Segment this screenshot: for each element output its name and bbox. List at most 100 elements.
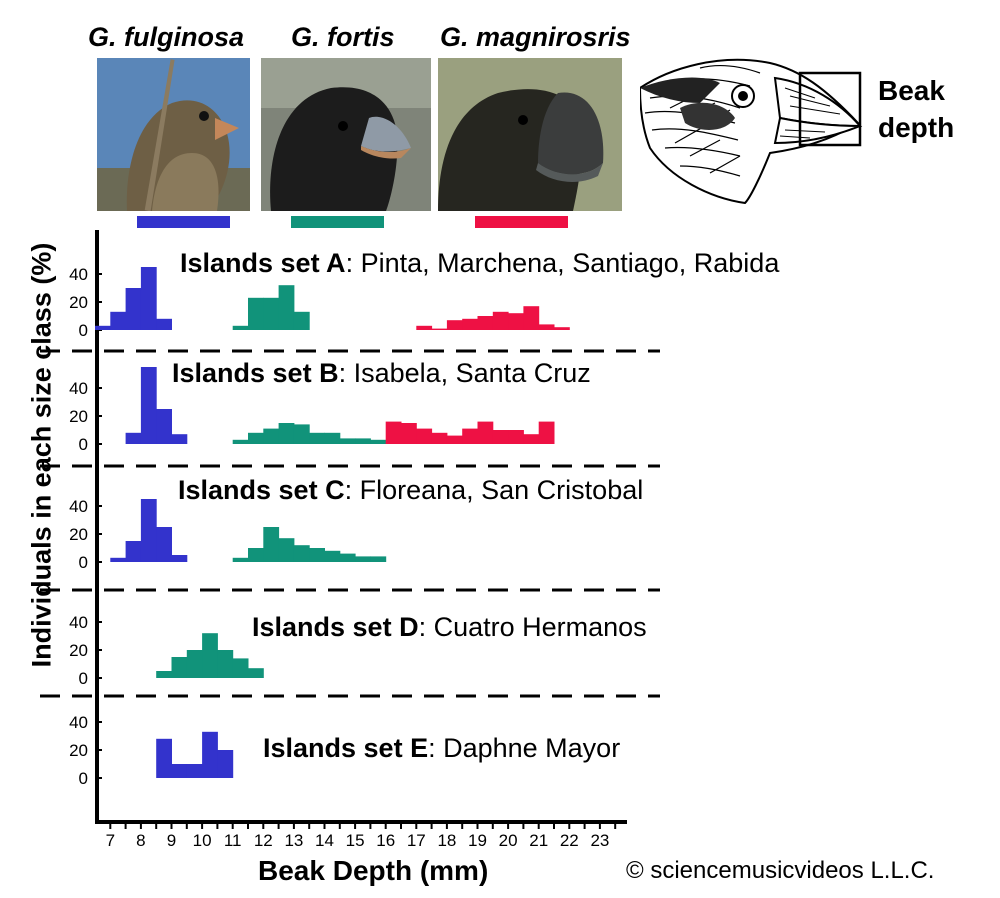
x-tick-label: 15 [346,831,365,850]
panel-title-c: Islands set C: Floreana, San Cristobal [178,475,644,505]
y-tick-label: 20 [69,293,88,312]
histogram-bar [278,423,295,444]
finch-photo-magnirosris [438,58,622,211]
histogram-bar [186,764,203,778]
x-tick-label: 22 [560,831,579,850]
x-tick-label: 9 [167,831,176,850]
histogram-bar [324,432,341,444]
histogram-bar [95,325,111,330]
y-tick-label: 0 [79,669,88,688]
histogram-bar [140,367,157,444]
x-tick-label: 13 [284,831,303,850]
histogram-bar [263,527,280,562]
panel-islands-c: Floreana, San Cristobal [359,475,644,505]
finch-photo-fulginosa [97,58,250,211]
histogram-bar [248,432,264,444]
species-name-fortis: G. fortis [291,22,395,52]
histogram-bar [156,671,172,678]
copyright-notice: © sciencemusicvideos L.L.C. [626,857,935,884]
y-axis-title-text: Individuals in each size class (%) [26,242,57,668]
x-tick-label: 18 [437,831,456,850]
histogram-bar [462,318,478,330]
y-tick-label: 0 [79,553,88,572]
y-tick-label: 40 [69,613,88,632]
histogram-bar [293,311,310,330]
histogram-bar [248,548,264,562]
x-tick-label: 14 [315,831,334,850]
histogram-bar [416,428,433,444]
histogram-bar [431,432,448,444]
histogram-bar [263,428,280,444]
histogram-bar [309,548,325,562]
panel-label-b: Islands set B [172,358,339,388]
y-tick-label: 40 [69,265,88,284]
histogram-bar [232,439,249,444]
histogram-bar [110,311,127,330]
histogram-bar [324,550,341,562]
x-tick-label: 20 [499,831,518,850]
histogram-bar [431,328,448,330]
histogram-bar [401,423,417,444]
x-tick-label: 7 [106,831,115,850]
panel-label-c: Islands set C [178,475,345,505]
y-tick-label: 40 [69,713,88,732]
x-tick-label: 19 [468,831,487,850]
histogram-bar [508,430,524,444]
histogram-bar [370,556,387,562]
x-tick-label: 10 [193,831,212,850]
histogram-bar [538,421,555,444]
histogram-bar [125,432,142,444]
panel-islands-d: Cuatro Hermanos [433,612,647,642]
histogram-bar [110,557,127,562]
y-tick-label: 20 [69,525,88,544]
histogram-bar [385,421,402,444]
histogram-bar [477,316,494,330]
histogram-bar [156,409,172,444]
finch-engraving-illustration [640,58,863,205]
x-tick-label: 16 [376,831,395,850]
y-tick-label: 0 [79,321,88,340]
histogram-bar [171,434,188,444]
histogram-bar [309,432,325,444]
histogram-bar [125,288,142,330]
panel-title-d: Islands set D: Cuatro Hermanos [252,612,647,642]
beak-label-line1: Beak [878,75,945,106]
histogram-bar [462,428,478,444]
histogram-bar [293,545,310,562]
y-tick-label: 20 [69,641,88,660]
species-color-bar-fortis [291,216,384,228]
histogram-bar [492,311,509,330]
x-axis-title: Beak Depth (mm) [258,855,489,886]
histogram-bar [217,750,234,778]
histogram-bar [263,297,280,330]
histogram-bar [140,499,157,562]
histogram-bar [508,313,524,330]
y-tick-label: 20 [69,741,88,760]
histogram-bar [446,320,463,330]
histogram-bar [156,318,172,330]
histogram-bar [355,438,371,444]
panel-islands-a: Pinta, Marchena, Santiago, Rabida [360,248,780,278]
histogram-bar [217,650,234,678]
panel-islands-e: Daphne Mayor [443,733,621,763]
histogram-bar [232,557,249,562]
histogram-bar [446,435,463,444]
histogram-bar [202,633,218,678]
x-tick-label: 23 [590,831,609,850]
y-tick-label: 40 [69,497,88,516]
x-tick-label: 12 [254,831,273,850]
histogram-bar [248,297,264,330]
beak-label-line2: depth [878,112,955,143]
histogram-bar [293,424,310,444]
histogram-bar [523,306,540,330]
panel-title-e: Islands set E: Daphne Mayor [263,733,621,763]
panel-label-a: Islands set A [180,248,346,278]
beak-depth-label: Beak depth [878,72,954,146]
histogram-bar [339,553,356,562]
histogram-bar [370,439,387,444]
species-name-magnirosris: G. magnirosris [440,22,631,52]
histogram-bar [339,438,356,444]
y-tick-label: 0 [79,435,88,454]
species-color-bar-magnirosris [475,216,568,228]
histogram-bar [171,657,188,678]
